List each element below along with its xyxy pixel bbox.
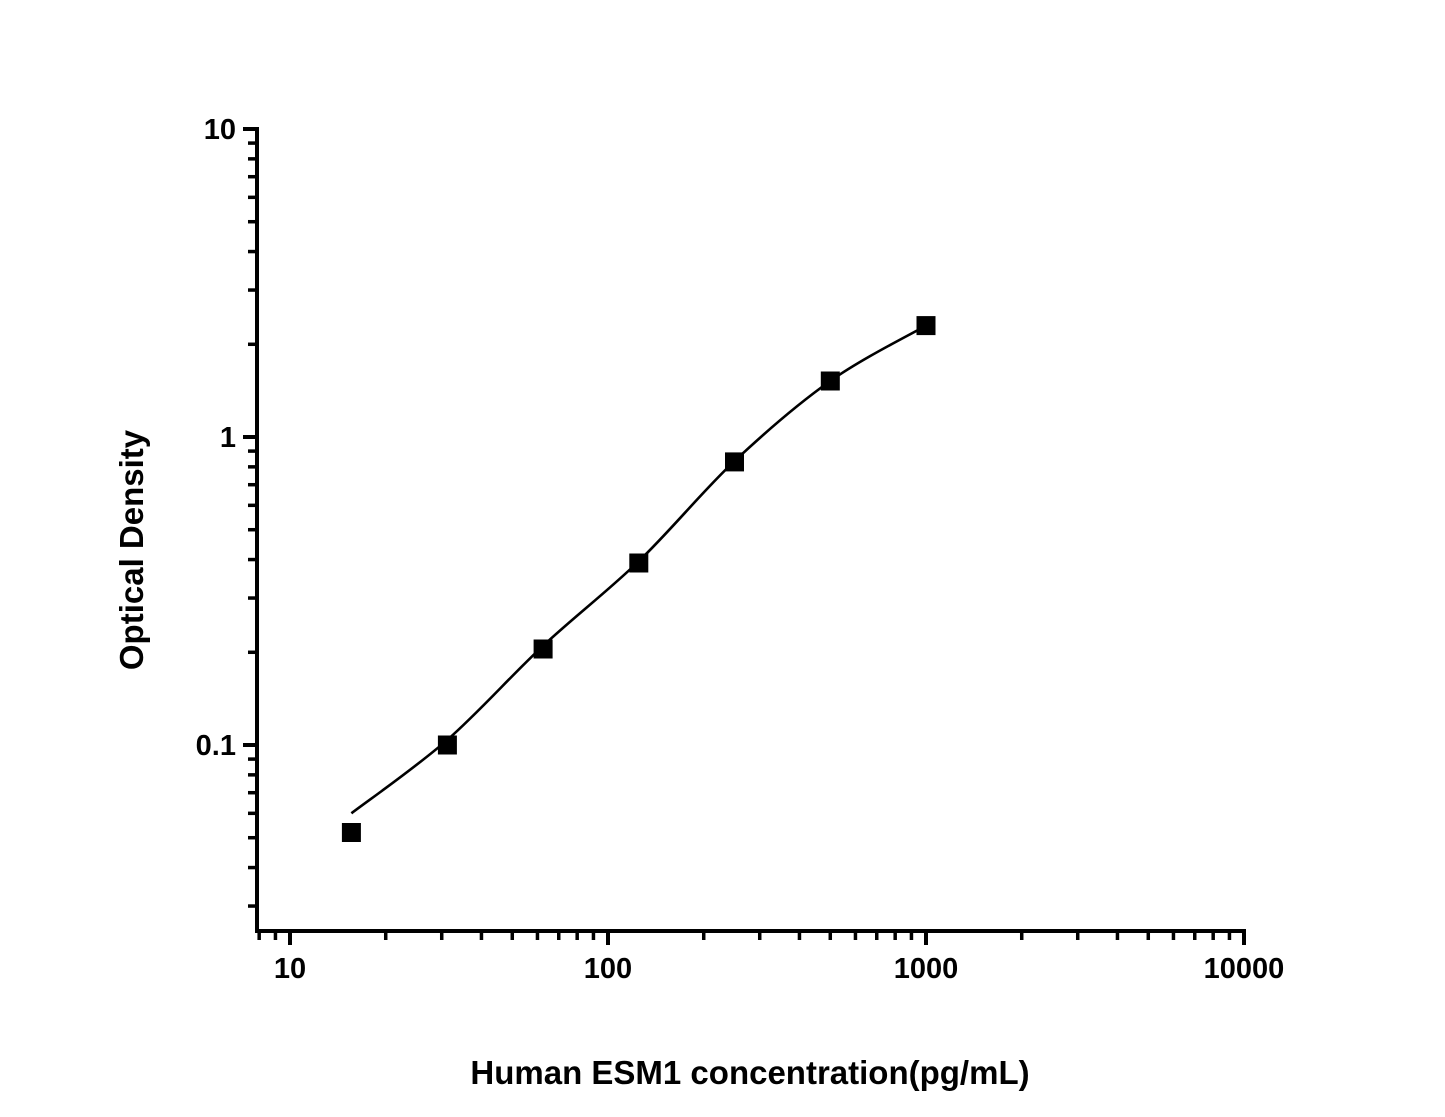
data-point-marker (437, 735, 457, 755)
data-point-marker (533, 639, 553, 659)
data-point-markers (341, 316, 936, 842)
x-axis-ticks (257, 931, 1246, 945)
y-axis-title: Optical Density (113, 429, 150, 670)
y-tick-label: 1 (220, 422, 236, 454)
x-tick-label: 1000 (894, 953, 959, 985)
y-tick-label: 10 (204, 114, 236, 146)
x-axis-tick-labels: 10 100 1000 10000 (274, 953, 1284, 985)
y-tick-label: 0.1 (196, 730, 236, 762)
data-point-marker (820, 371, 840, 391)
y-axis-ticks (243, 127, 257, 908)
data-point-marker (341, 823, 361, 842)
y-axis-tick-labels: 10 1 0.1 (196, 114, 236, 762)
data-point-marker (725, 452, 744, 472)
x-tick-label: 10 (274, 953, 306, 985)
data-point-marker (629, 553, 649, 573)
x-tick-label: 10000 (1204, 953, 1285, 985)
data-point-marker (916, 316, 936, 336)
x-tick-label: 100 (584, 953, 632, 985)
x-axis-title: Human ESM1 concentration(pg/mL) (470, 1054, 1029, 1091)
